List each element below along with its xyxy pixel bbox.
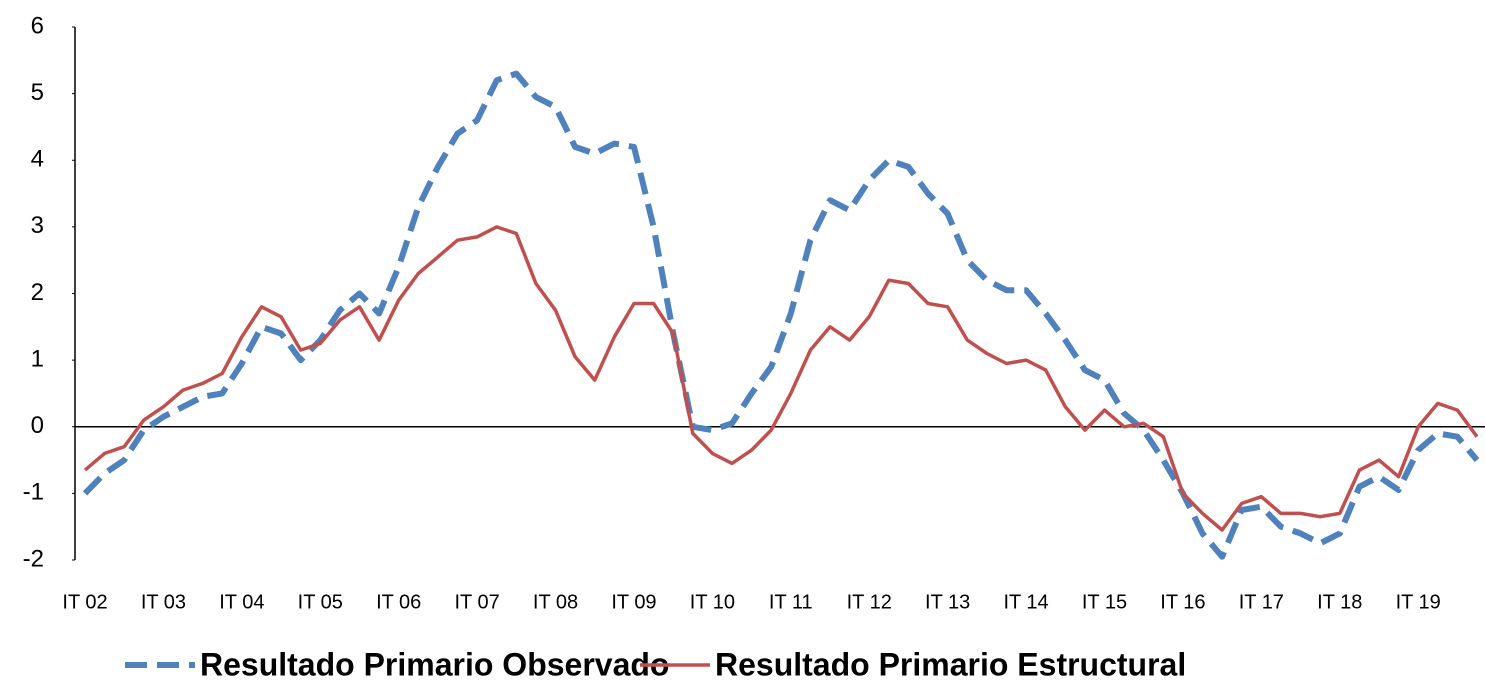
legend-label: Resultado Primario Observado [200, 646, 669, 682]
x-tick-label: IT 04 [219, 591, 264, 613]
y-tick-label: -1 [23, 479, 44, 506]
series-line [83, 225, 1479, 532]
x-tick-label: IT 13 [925, 591, 970, 613]
y-tick-label: 5 [31, 79, 44, 106]
y-tick-label: 3 [31, 212, 44, 239]
x-tick-label: IT 16 [1160, 591, 1205, 613]
x-tick-label: IT 03 [141, 591, 186, 613]
x-tick-label: IT 17 [1239, 591, 1284, 613]
y-tick-label: -2 [23, 545, 44, 572]
y-tick-label: 4 [31, 146, 44, 173]
y-tick-label: 6 [31, 12, 44, 39]
legend-label: Resultado Primario Estructural [715, 646, 1186, 682]
x-tick-label: IT 05 [298, 591, 343, 613]
x-tick-label: IT 10 [690, 591, 735, 613]
x-tick-label: IT 02 [62, 591, 107, 613]
series-line [82, 70, 1480, 560]
y-tick-label: 1 [31, 345, 44, 372]
x-tick-label: IT 19 [1396, 591, 1441, 613]
x-tick-label: IT 12 [847, 591, 892, 613]
x-tick-label: IT 11 [769, 591, 813, 613]
y-tick-label: 2 [31, 279, 44, 306]
x-tick-label: IT 07 [455, 591, 500, 613]
x-tick-label: IT 09 [611, 591, 656, 613]
x-tick-label: IT 14 [1003, 591, 1048, 613]
x-tick-label: IT 18 [1317, 591, 1362, 613]
x-tick-label: IT 08 [533, 591, 578, 613]
x-tick-label: IT 15 [1082, 591, 1127, 613]
x-tick-label: IT 06 [376, 591, 421, 613]
y-tick-label: 0 [31, 412, 44, 439]
